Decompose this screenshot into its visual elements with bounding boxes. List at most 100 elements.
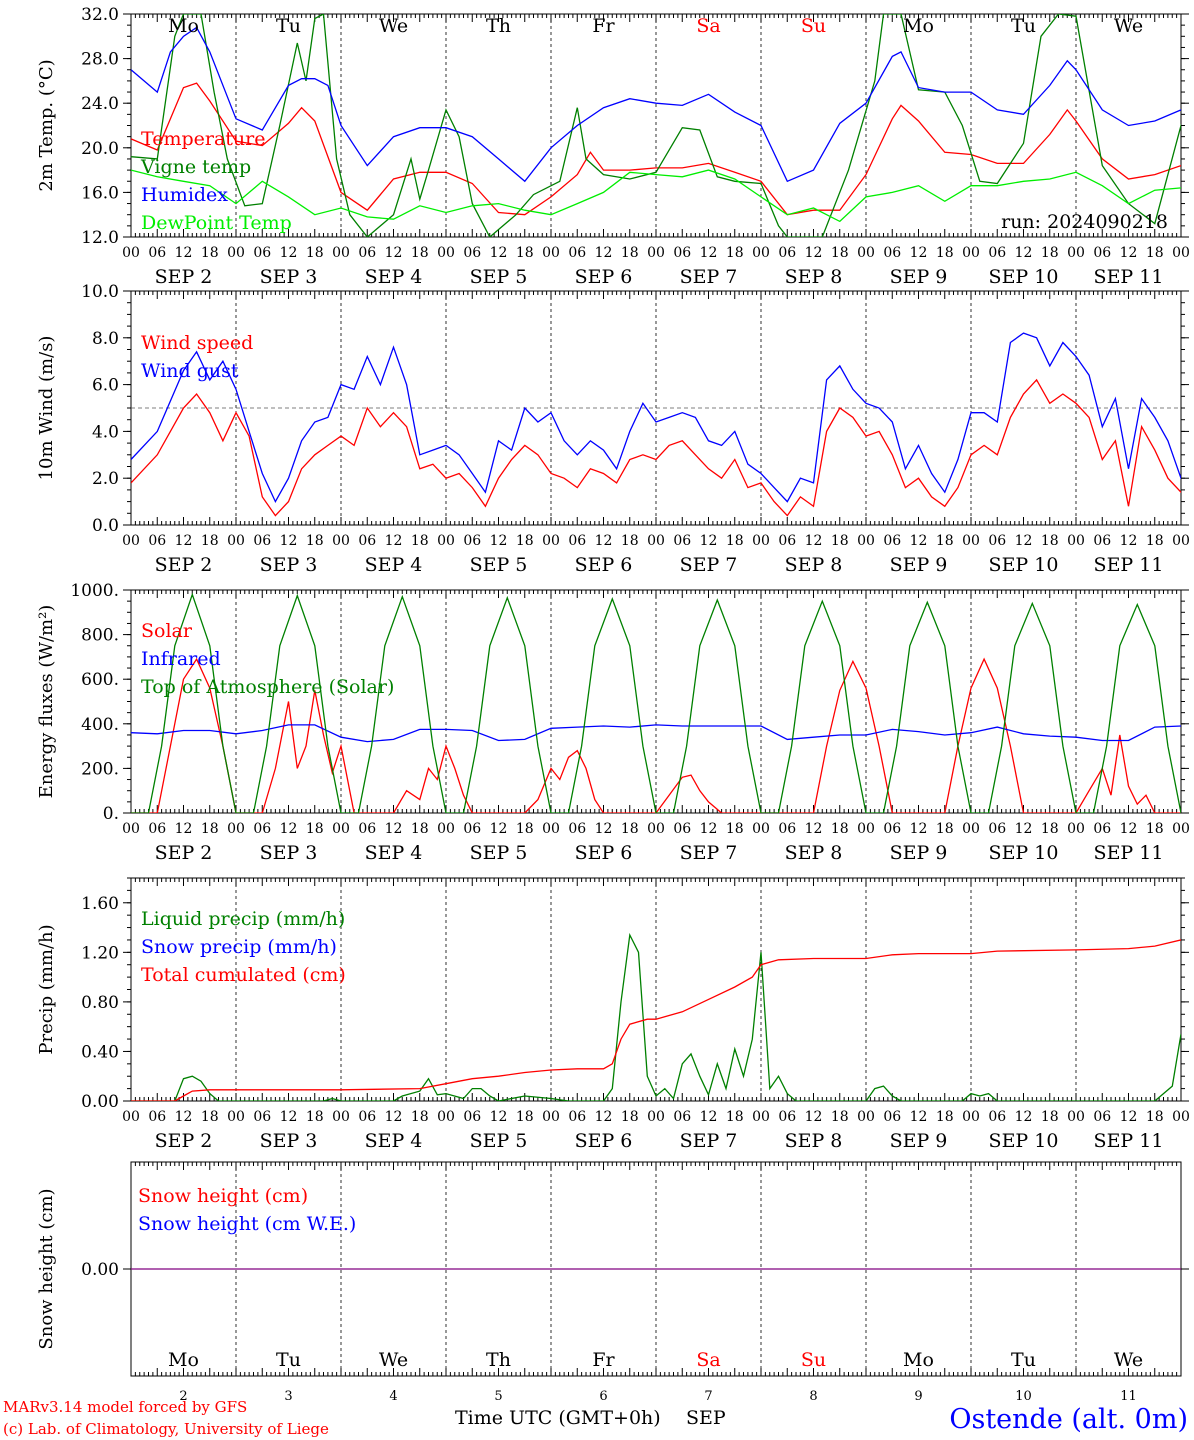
weekday-label: We: [1114, 1349, 1143, 1371]
weekday-label: Fr: [592, 15, 615, 37]
hour-tick-label: 18: [411, 1109, 429, 1125]
series-dewpoint-temp: [131, 169, 1181, 223]
hour-tick-label: 12: [1120, 1109, 1138, 1125]
date-label: SEP 5: [470, 554, 528, 576]
date-label: SEP 6: [575, 266, 633, 288]
y-axis-label: 10m Wind (m/s): [36, 336, 57, 481]
hour-tick-label: 18: [726, 245, 744, 261]
panel-energy: 0. 200. 400. 600. 800. 1000. Energy fluxes (W/…: [36, 581, 1190, 864]
hour-tick-label: 00: [437, 245, 455, 261]
x-axis-month: SEP: [686, 1407, 726, 1429]
date-label: SEP 7: [680, 1130, 738, 1152]
hour-tick-label: 12: [490, 1109, 508, 1125]
date-number-label: 10: [1015, 1389, 1032, 1404]
hour-tick-label: 00: [1067, 533, 1085, 549]
hour-tick-label: 12: [280, 821, 298, 837]
hour-tick-label: 00: [962, 1109, 980, 1125]
hour-tick-label: 12: [490, 245, 508, 261]
weekday-label: Su: [801, 15, 826, 37]
hour-tick-label: 18: [1146, 821, 1164, 837]
date-label: SEP 7: [680, 842, 738, 864]
weekday-label: Tu: [276, 15, 301, 37]
hour-tick-label: 12: [805, 533, 823, 549]
date-label: SEP 8: [785, 266, 843, 288]
hour-tick-label: 00: [647, 821, 665, 837]
hour-tick-label: 00: [1172, 533, 1190, 549]
hour-tick-label: 18: [1041, 1109, 1059, 1125]
date-label: SEP 4: [365, 554, 423, 576]
hour-tick-label: 12: [1120, 821, 1138, 837]
hour-tick-label: 00: [647, 1109, 665, 1125]
hour-tick-label: 00: [332, 1109, 350, 1125]
date-label: SEP 11: [1094, 266, 1164, 288]
y-tick-label: 0.00: [81, 1260, 119, 1280]
hour-tick-label: 18: [936, 533, 954, 549]
hour-tick-label: 06: [358, 821, 376, 837]
hour-tick-label: 18: [726, 533, 744, 549]
date-number-label: 11: [1120, 1389, 1137, 1404]
hour-tick-label: 00: [1172, 245, 1190, 261]
y-tick-label: 8.0: [92, 329, 119, 349]
hour-tick-label: 12: [595, 1109, 613, 1125]
hour-tick-label: 06: [883, 1109, 901, 1125]
hour-tick-label: 12: [595, 821, 613, 837]
date-label: SEP 3: [260, 266, 318, 288]
hour-tick-label: 06: [148, 533, 166, 549]
hour-tick-label: 00: [542, 533, 560, 549]
date-label: SEP 3: [260, 1130, 318, 1152]
hour-tick-label: 06: [883, 821, 901, 837]
hour-tick-label: 00: [752, 533, 770, 549]
y-tick-label: 28.0: [81, 50, 119, 70]
date-label: SEP 2: [155, 1130, 213, 1152]
hour-tick-label: 18: [621, 1109, 639, 1125]
hour-tick-label: 18: [411, 245, 429, 261]
date-number-label: 3: [284, 1389, 292, 1404]
hour-tick-label: 06: [253, 821, 271, 837]
hour-tick-label: 12: [805, 821, 823, 837]
hour-tick-label: 18: [201, 245, 219, 261]
hour-tick-label: 06: [778, 821, 796, 837]
date-label: SEP 5: [470, 842, 528, 864]
hour-tick-label: 18: [831, 1109, 849, 1125]
weekday-label: Fr: [592, 1349, 615, 1371]
hour-tick-label: 06: [883, 245, 901, 261]
hour-tick-label: 06: [253, 1109, 271, 1125]
date-label: SEP 11: [1094, 1130, 1164, 1152]
panel-wind: 0.0 2.0 4.0 6.0 8.0 10.0 10m Wind (m/s) Wind sp…: [36, 282, 1190, 576]
hour-tick-label: 00: [122, 245, 140, 261]
series-vigne-temp: [131, 14, 1181, 237]
hour-tick-label: 18: [726, 821, 744, 837]
station-label: Ostende (alt. 0m): [949, 1404, 1188, 1435]
hour-tick-label: 00: [962, 533, 980, 549]
hour-tick-label: 06: [778, 245, 796, 261]
panel-temp: 12.0 16.0 20.0 24.0 28.0 32.0 2m Temp. (°C) Tem…: [36, 5, 1190, 288]
hour-tick-label: 00: [647, 245, 665, 261]
y-axis-label: Energy fluxes (W/m²): [36, 605, 57, 799]
y-tick-label: 10.0: [81, 282, 119, 302]
hour-tick-label: 00: [542, 1109, 560, 1125]
hour-tick-label: 00: [1172, 821, 1190, 837]
model-credit-line2: (c) Lab. of Climatology, University of L…: [3, 1420, 329, 1438]
y-tick-label: 1.60: [81, 894, 119, 914]
hour-tick-label: 00: [857, 533, 875, 549]
hour-tick-label: 00: [542, 821, 560, 837]
hour-tick-label: 18: [1146, 533, 1164, 549]
date-label: SEP 3: [260, 842, 318, 864]
date-label: SEP 10: [989, 1130, 1059, 1152]
date-label: SEP 9: [890, 842, 948, 864]
hour-tick-label: 18: [306, 245, 324, 261]
hour-tick-label: 06: [673, 245, 691, 261]
weekday-label: Sa: [696, 15, 720, 37]
legend-entry: Solar: [141, 620, 193, 642]
hour-tick-label: 18: [516, 821, 534, 837]
y-tick-label: 0.40: [81, 1042, 119, 1062]
hour-tick-label: 00: [227, 821, 245, 837]
legend-entry: Wind gust: [141, 360, 239, 382]
date-number-label: 9: [914, 1389, 922, 1404]
weekday-label: Su: [801, 1349, 826, 1371]
hour-tick-label: 12: [175, 245, 193, 261]
hour-tick-label: 18: [201, 533, 219, 549]
hour-tick-label: 18: [306, 533, 324, 549]
hour-tick-label: 12: [385, 1109, 403, 1125]
hour-tick-label: 18: [1041, 245, 1059, 261]
